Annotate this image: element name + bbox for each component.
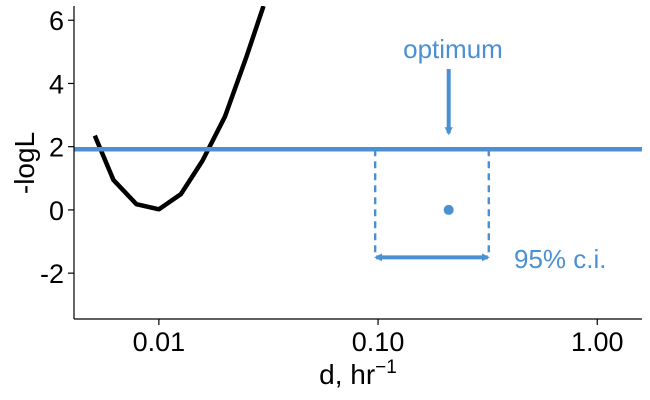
- x-axis-ticks: 0.01 0.10 1.00: [133, 319, 624, 357]
- x-tick-label: 0.01: [133, 327, 186, 357]
- y-tick-label: 0: [49, 196, 64, 226]
- y-axis-label: -logL: [9, 132, 40, 194]
- y-tick-label: -2: [40, 259, 64, 289]
- y-axis-ticks: 6 4 2 0 -2: [40, 6, 74, 289]
- x-axis-label: d, hr−1: [319, 357, 397, 390]
- optimum-label: optimum: [403, 34, 503, 64]
- confidence-interval-label: 95% c.i.: [514, 244, 607, 274]
- optimum-point: [443, 204, 454, 215]
- plot-area: [74, 6, 642, 262]
- x-tick-label: 1.00: [571, 327, 624, 357]
- likelihood-curve: [92, 6, 266, 212]
- y-tick-label: 2: [49, 133, 64, 163]
- y-tick-label: 4: [49, 69, 64, 99]
- x-tick-label: 0.10: [352, 327, 405, 357]
- y-tick-label: 6: [49, 6, 64, 36]
